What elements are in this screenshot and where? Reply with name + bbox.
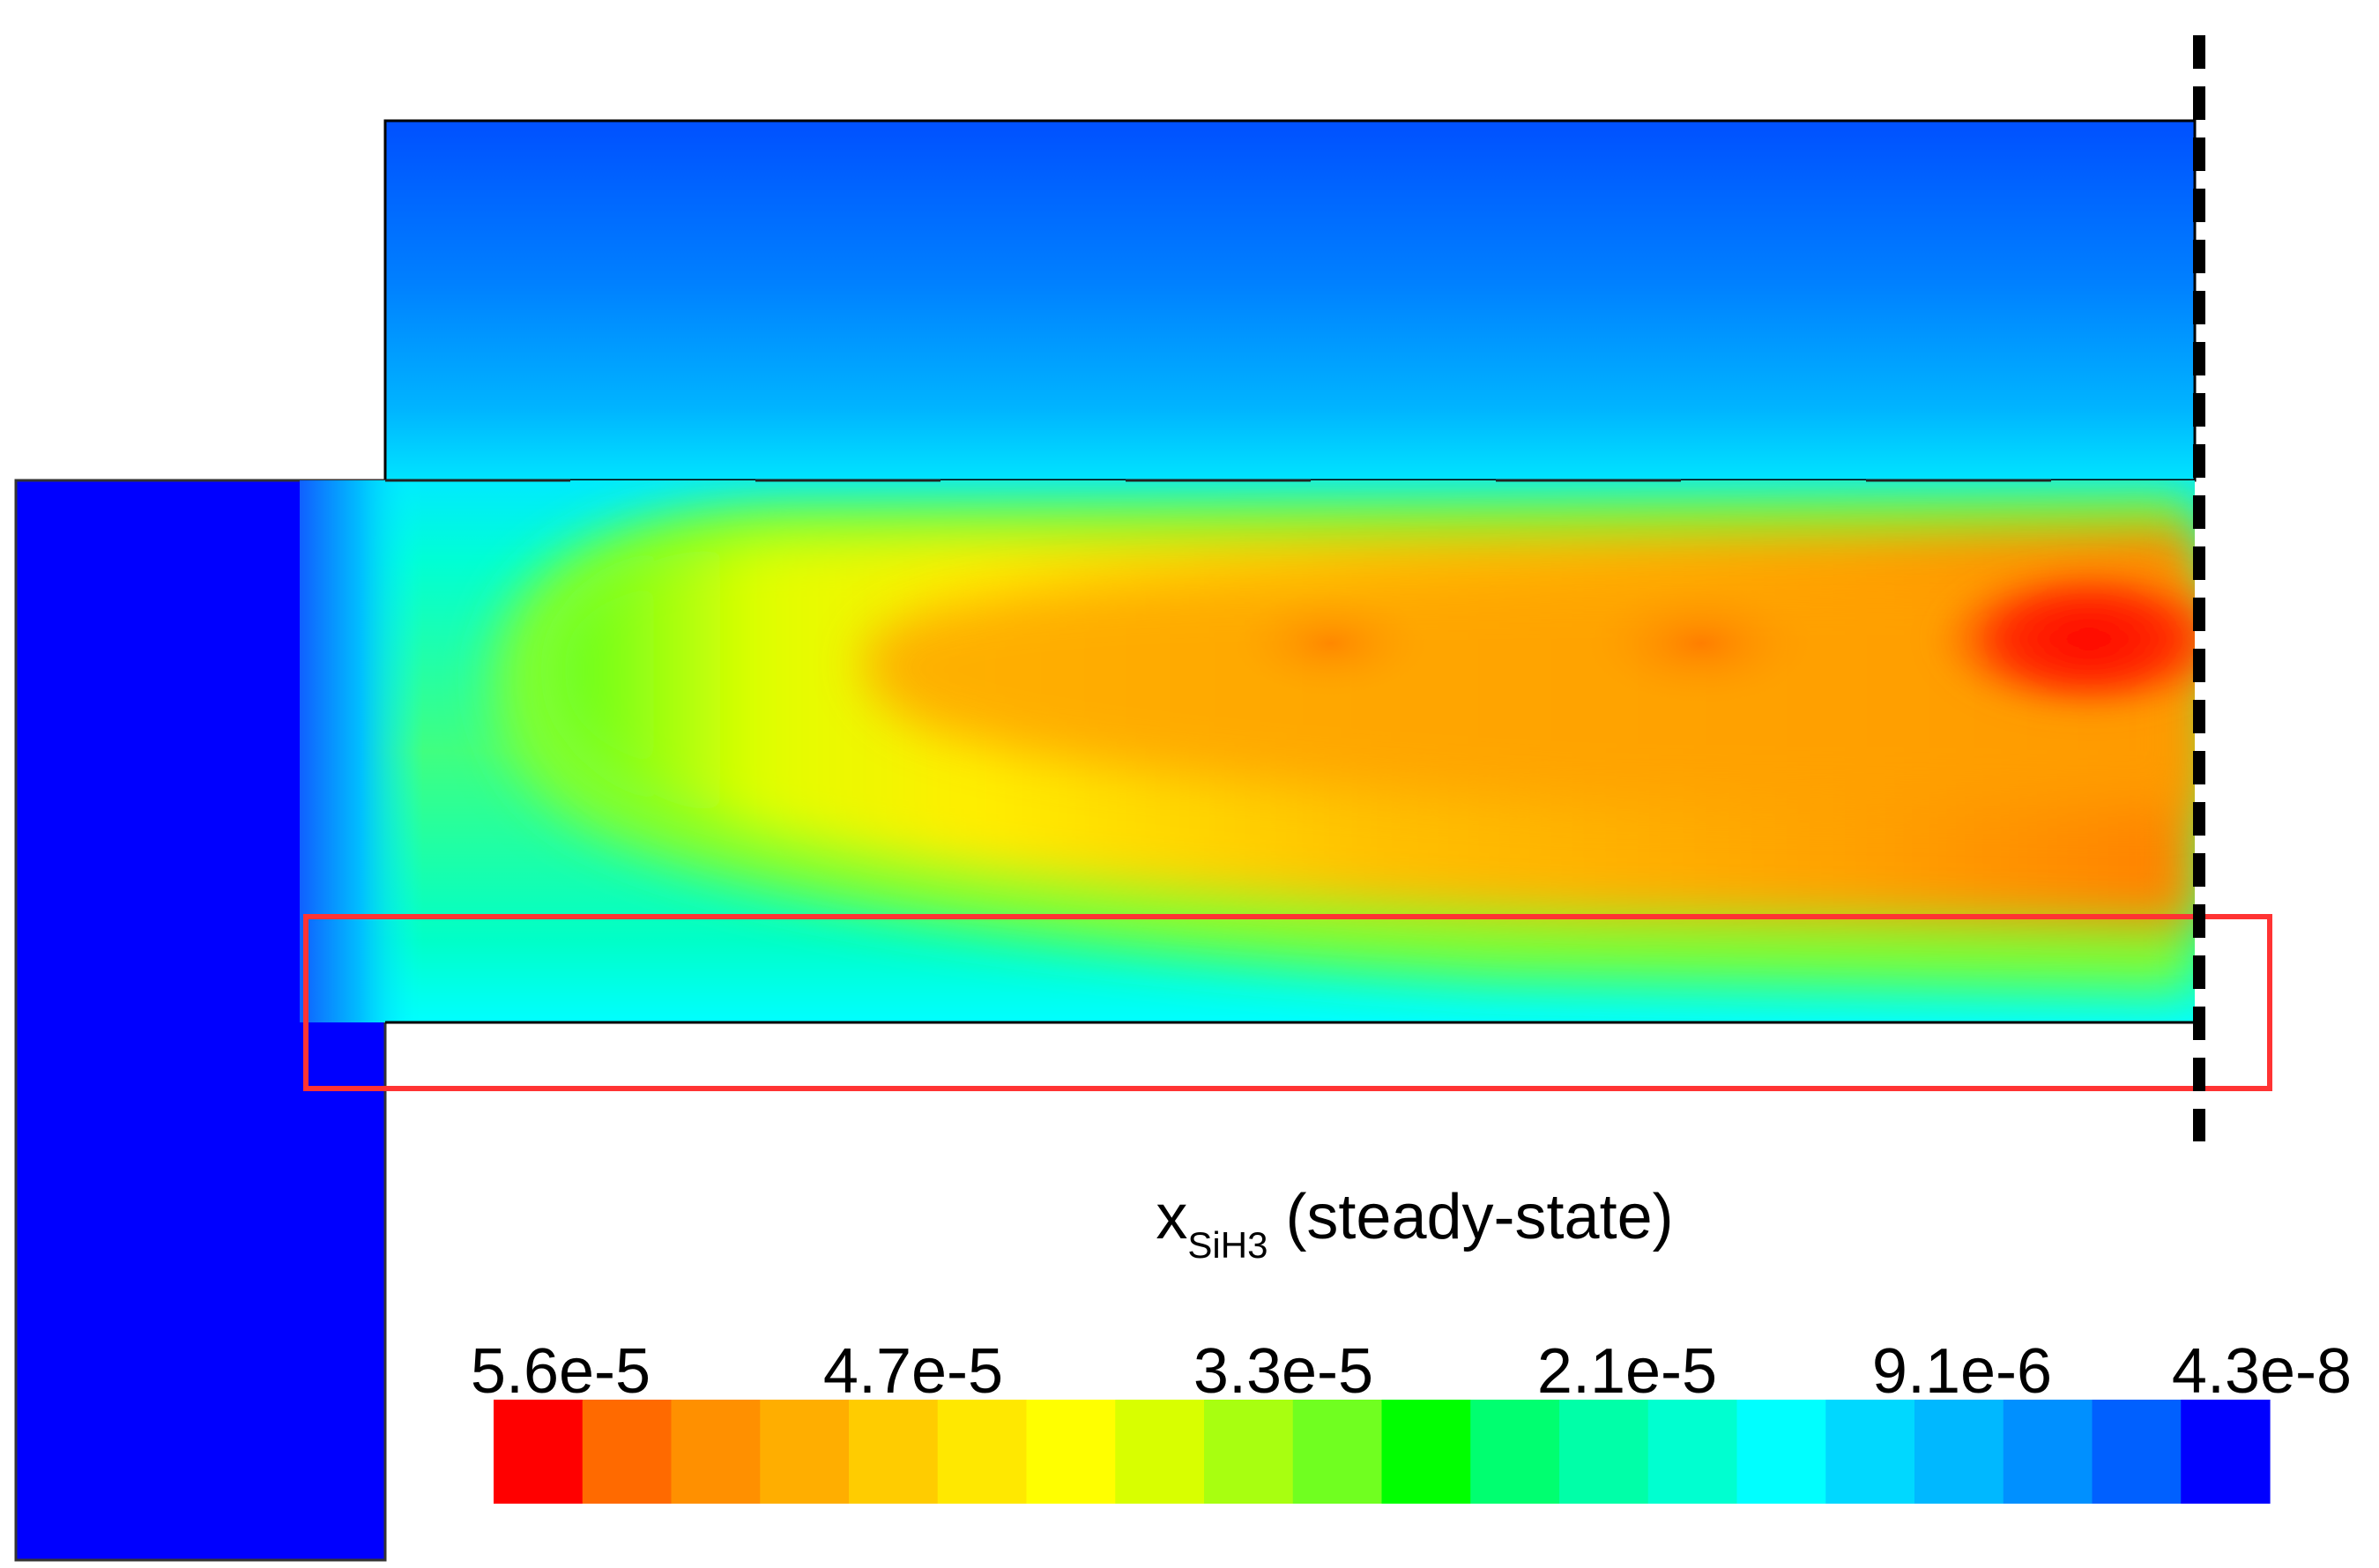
colorbar-label-5: 9.1e-6 [1872, 1336, 2052, 1407]
upper-channel-region [383, 119, 2197, 482]
colorbar-label-3: 3.3e-5 [1193, 1336, 1373, 1407]
colorbar-swatch [1736, 1400, 1826, 1504]
colorbar-swatch [937, 1400, 1028, 1504]
colorbar [494, 1400, 2271, 1504]
colorbar-label-max: 5.6e-5 [471, 1336, 651, 1407]
colorbar-swatch [760, 1400, 850, 1504]
colorbar-swatch [1292, 1400, 1383, 1504]
lower-channel-field [300, 480, 2195, 1022]
variable-suffix: (steady-state) [1268, 1182, 1673, 1252]
colorbar-swatch [1559, 1400, 1649, 1504]
colorbar-swatch [582, 1400, 673, 1504]
variable-main: x [1156, 1182, 1187, 1252]
colorbar-swatch [494, 1400, 584, 1504]
colorbar-labels: 5.6e-5 4.7e-5 3.3e-5 2.1e-5 9.1e-6 4.3e-… [471, 1336, 2352, 1407]
colorbar-label-2: 4.7e-5 [823, 1336, 1003, 1407]
colorbar-swatch [1026, 1400, 1116, 1504]
colorbar-swatch [1825, 1400, 1915, 1504]
colorbar-swatch [849, 1400, 939, 1504]
colorbar-swatch [2003, 1400, 2093, 1504]
variable-title: xSiH3 (steady-state) [1156, 1182, 1673, 1266]
colorbar-label-min: 4.3e-8 [2172, 1336, 2352, 1407]
colorbar-label-4: 2.1e-5 [1537, 1336, 1717, 1407]
colorbar-swatch [2092, 1400, 2182, 1504]
highlight-box [303, 914, 2272, 1091]
colorbar-swatch [2181, 1400, 2271, 1504]
variable-subscript: SiH3 [1187, 1224, 1268, 1266]
colorbar-swatch [1204, 1400, 1294, 1504]
colorbar-swatch [1914, 1400, 2004, 1504]
colorbar-swatch [1381, 1400, 1471, 1504]
colorbar-swatch [1470, 1400, 1560, 1504]
colorbar-swatch [671, 1400, 761, 1504]
colorbar-swatch [1647, 1400, 1738, 1504]
colorbar-swatch [1115, 1400, 1205, 1504]
